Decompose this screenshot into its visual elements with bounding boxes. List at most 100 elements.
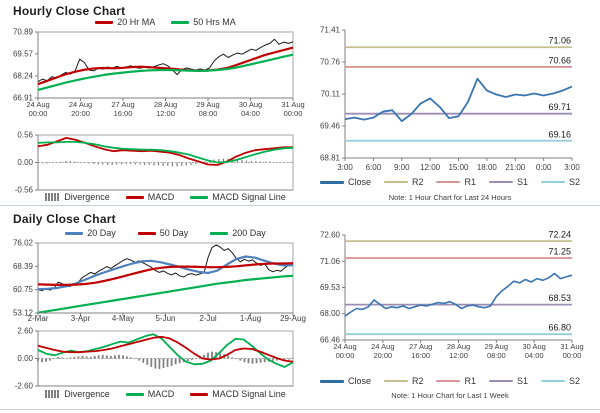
legend-item-macd: MACD — [125, 192, 174, 202]
svg-text:30 Aug: 30 Aug — [239, 100, 262, 109]
svg-text:29 Aug: 29 Aug — [485, 342, 508, 351]
line-swatch-icon — [190, 195, 209, 199]
legend-item-20-hr-ma: 20 Hr MA — [95, 17, 155, 27]
line-swatch-icon — [210, 231, 229, 235]
legend-label: 20 Day — [87, 228, 116, 238]
pivot-label-r1: 70.66 — [548, 55, 571, 65]
pivot-label-r1: 71.25 — [548, 247, 571, 257]
svg-text:29-Aug: 29-Aug — [280, 314, 306, 323]
svg-text:28 Aug: 28 Aug — [154, 100, 177, 109]
svg-text:5-Jun: 5-Jun — [155, 314, 175, 323]
legend-item-s1: S1 — [489, 376, 528, 386]
plot-border — [37, 242, 294, 314]
svg-text:4-May: 4-May — [112, 314, 134, 323]
svg-text:08:00: 08:00 — [199, 109, 218, 118]
svg-text:24 Aug: 24 Aug — [69, 100, 92, 109]
line-swatch-icon — [541, 380, 566, 382]
legend-item-s1: S1 — [489, 177, 528, 187]
legend-label: R1 — [464, 177, 476, 187]
legend-item-s2: S2 — [541, 376, 580, 386]
hourly-pivot-legend: Close R2 R1 S1 S2 — [310, 177, 590, 187]
legend-label: S2 — [569, 177, 581, 187]
svg-text:20:00: 20:00 — [373, 351, 392, 360]
svg-text:2.60: 2.60 — [17, 327, 33, 336]
svg-text:16:00: 16:00 — [114, 109, 133, 118]
svg-text:12:00: 12:00 — [156, 109, 175, 118]
line-swatch-icon — [190, 392, 209, 396]
svg-text:21:00: 21:00 — [505, 163, 526, 172]
legend-item-200-day: 200 Day — [210, 228, 266, 238]
legend-item-macd: MACD — [125, 389, 174, 399]
legend-label: R2 — [411, 177, 424, 187]
legend-label: S1 — [517, 376, 529, 386]
section-divider — [0, 205, 600, 206]
svg-text:-0.56: -0.56 — [15, 186, 34, 195]
line-swatch-icon — [125, 195, 144, 199]
svg-text:3:00: 3:00 — [564, 163, 580, 172]
legend-label: S2 — [569, 376, 581, 386]
divergence-swatch-icon — [45, 390, 61, 398]
series-50-hrs-ma — [37, 53, 294, 91]
svg-text:60.75: 60.75 — [13, 285, 34, 294]
svg-text:12:00: 12:00 — [449, 351, 468, 360]
bottom-divider — [0, 409, 600, 410]
line-swatch-icon — [541, 181, 566, 183]
series-20-day — [37, 255, 294, 291]
svg-text:0.00: 0.00 — [17, 354, 33, 363]
svg-text:04:00: 04:00 — [241, 109, 260, 118]
line-swatch-icon — [383, 380, 408, 382]
divergence-bars — [37, 351, 294, 370]
x-axis: 3:00 6:00 9:00 12:00 15:00 18:00 21:00 0:00 3:00 — [337, 158, 580, 172]
svg-text:24 Aug: 24 Aug — [333, 342, 356, 351]
line-swatch-icon — [137, 231, 156, 235]
legend-label: Divergence — [64, 192, 110, 202]
series-close — [344, 272, 573, 317]
series-macd-signal-line — [37, 140, 294, 164]
line-swatch-icon — [489, 181, 513, 183]
legend-label: 50 Hrs MA — [193, 17, 236, 27]
legend-label: R1 — [464, 376, 476, 386]
daily-ma-legend: 20 Day 50 Day 200 Day — [38, 228, 293, 238]
svg-text:70.89: 70.89 — [13, 28, 34, 37]
legend-label: Close — [347, 177, 371, 187]
line-swatch-icon — [319, 379, 344, 383]
legend-item-50-hrs-ma: 50 Hrs MA — [171, 17, 236, 27]
svg-text:04:00: 04:00 — [525, 351, 544, 360]
svg-text:2-Mar: 2-Mar — [28, 314, 49, 323]
legend-item-divergence: Divergence — [45, 192, 110, 202]
svg-text:68.00: 68.00 — [320, 309, 341, 318]
svg-text:1-Aug: 1-Aug — [240, 314, 261, 323]
svg-text:0:00: 0:00 — [536, 163, 552, 172]
svg-text:69.57: 69.57 — [13, 49, 34, 58]
daily-close-plot: 76.02 68.39 60.75 53.122-Mar 3-Apr 4-May 5-Jun… — [13, 239, 306, 391]
legend-item-r1: R1 — [436, 376, 476, 386]
svg-text:27 Aug: 27 Aug — [409, 342, 432, 351]
line-swatch-icon — [65, 231, 84, 235]
pivot-label-s2: 69.16 — [548, 129, 571, 139]
svg-text:28 Aug: 28 Aug — [447, 342, 470, 351]
svg-text:08:00: 08:00 — [487, 351, 506, 360]
svg-text:71.06: 71.06 — [320, 257, 341, 266]
svg-text:31 Aug: 31 Aug — [560, 342, 583, 351]
series-200-day — [37, 274, 294, 314]
y-axis: 71.41 70.76 70.11 69.46 68.81 — [320, 26, 345, 163]
svg-text:69.46: 69.46 — [320, 122, 341, 131]
svg-text:68.24: 68.24 — [13, 71, 34, 80]
svg-text:0.56: 0.56 — [17, 131, 33, 140]
svg-text:00:00: 00:00 — [563, 351, 582, 360]
svg-text:72.60: 72.60 — [320, 231, 341, 240]
weekly-pivot-note: Note: 1 Hour Chart for Last 1 Week — [391, 391, 509, 400]
legend-item-r2: R2 — [383, 177, 424, 187]
daily-macd-legend: Divergence MACD MACD Signal Line — [38, 389, 293, 399]
legend-label: Divergence — [64, 389, 110, 399]
legend-label: MACD Signal Line — [212, 389, 286, 399]
x-axis: 2-Mar 3-Apr 4-May 5-Jun 2-Jul 1-Aug 29-Aug — [28, 313, 306, 323]
svg-text:3:00: 3:00 — [337, 163, 353, 172]
svg-text:2-Jul: 2-Jul — [199, 314, 217, 323]
pivot-label-r2: 71.06 — [548, 36, 571, 46]
svg-text:00:00: 00:00 — [29, 109, 48, 118]
series-close — [37, 38, 294, 83]
line-swatch-icon — [436, 380, 461, 382]
